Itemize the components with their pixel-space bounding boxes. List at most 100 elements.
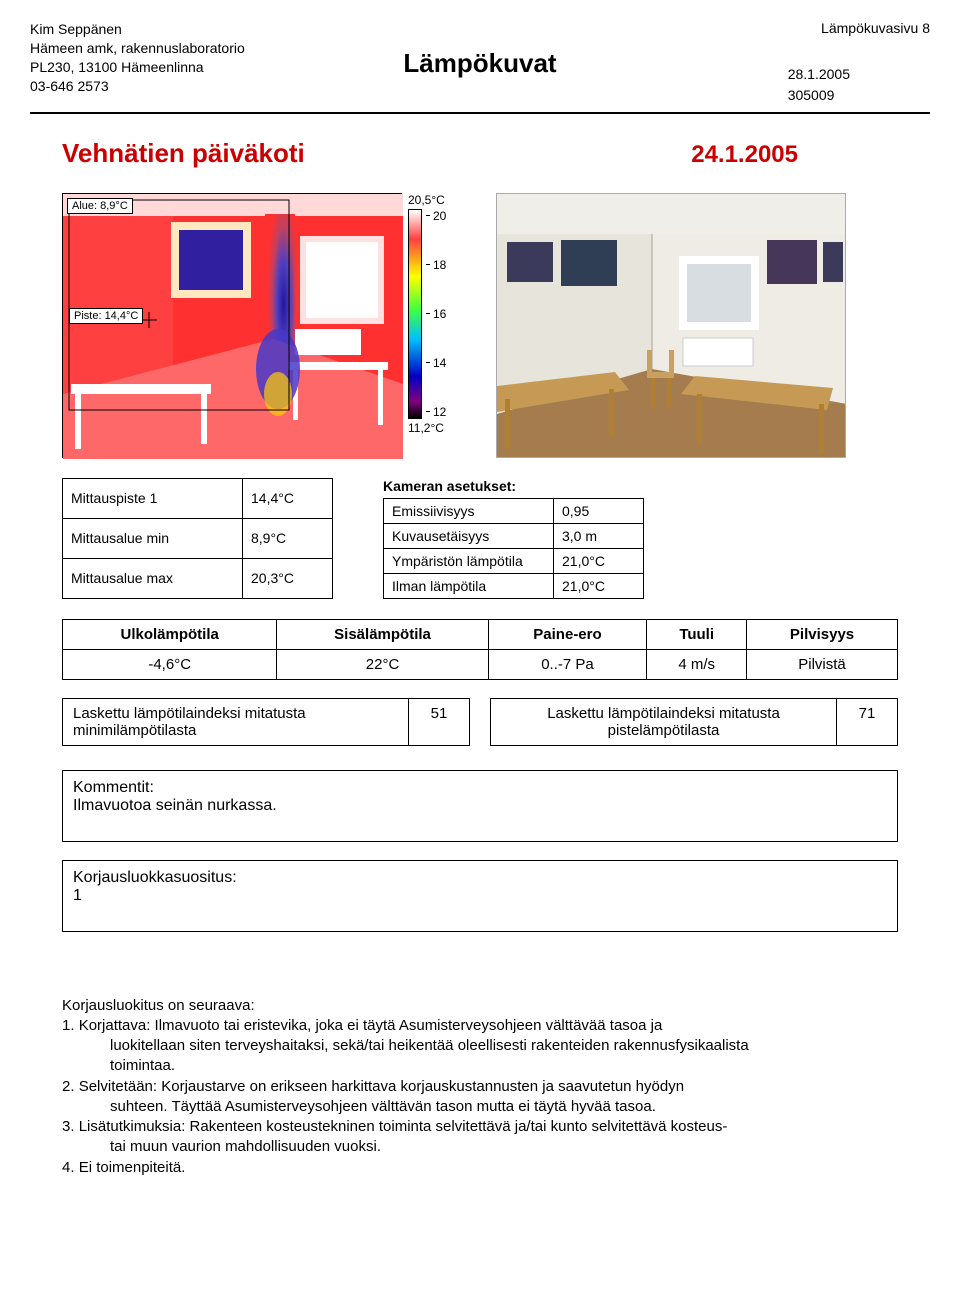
footer-item-lead: Lisätutkimuksia: Rakenteen kosteusteknin…	[79, 1118, 728, 1135]
header-id: 305009	[788, 85, 850, 106]
comments-text: Ilmavuotoa seinän nurkassa.	[73, 797, 887, 815]
footer-item-number: 3.	[62, 1118, 75, 1135]
scale-tick: 20	[426, 209, 446, 223]
report-header: Lämpökuvasivu 8 Kim Seppänen Hämeen amk,…	[30, 20, 930, 106]
thermal-image: Alue: 8,9°C Piste: 14,4°C	[62, 193, 402, 458]
comments-heading: Kommentit:	[73, 779, 887, 797]
cond-value: 4 m/s	[647, 649, 747, 679]
table-row: Ilman lämpötila21,0°C	[384, 573, 644, 598]
scale-tick: 18	[426, 258, 446, 272]
content: Vehnätien päiväkoti 24.1.2005	[30, 138, 930, 1178]
table-row: Kuvausetäisyys3,0 m	[384, 523, 644, 548]
scale-bar	[408, 209, 422, 419]
cond-header: Ulkolämpötila	[63, 619, 277, 649]
scale-tick: 16	[426, 307, 446, 321]
thermal-svg	[63, 194, 403, 459]
footer-item-number: 1.	[62, 1017, 75, 1034]
table-row: Mittausalue min8,9°C	[63, 518, 333, 558]
cam-value: 21,0°C	[554, 573, 644, 598]
cam-value: 0,95	[554, 498, 644, 523]
footer-item: 2. Selvitetään: Korjaustarve on erikseen…	[62, 1077, 898, 1118]
visible-light-image	[496, 193, 846, 458]
camera-block: Kameran asetukset: Emissiivisyys0,95 Kuv…	[383, 478, 644, 599]
cond-value: -4,6°C	[63, 649, 277, 679]
cam-label: Ilman lämpötila	[384, 573, 554, 598]
footer-item: 1. Korjattava: Ilmavuoto tai eristevika,…	[62, 1016, 898, 1077]
author-line: Kim Seppänen	[30, 20, 930, 39]
cond-value: 22°C	[277, 649, 488, 679]
comments-block: Kommentit: Ilmavuotoa seinän nurkassa.	[62, 770, 898, 842]
camera-heading: Kameran asetukset:	[383, 478, 644, 494]
class-rec-heading: Korjausluokkasuositus:	[73, 869, 887, 887]
index-label: Laskettu lämpötilaindeksi mitatusta mini…	[63, 699, 409, 745]
overlay-point-label: Piste: 14,4°C	[69, 308, 143, 324]
cond-value: Pilvistä	[747, 649, 898, 679]
table-row: Emissiivisyys0,95	[384, 498, 644, 523]
class-recommendation-block: Korjausluokkasuositus: 1	[62, 860, 898, 932]
footer-item-number: 4.	[62, 1159, 75, 1176]
cond-header: Tuuli	[647, 619, 747, 649]
cam-value: 21,0°C	[554, 548, 644, 573]
footer-item-lead: Korjattava: Ilmavuoto tai eristevika, jo…	[79, 1017, 663, 1034]
footer-item: 4. Ei toimenpiteitä.	[62, 1158, 898, 1178]
footer-item-cont: suhteen. Täyttää Asumisterveysohjeen väl…	[62, 1097, 898, 1117]
footer-item-cont: toimintaa.	[62, 1056, 898, 1076]
section-title-row: Vehnätien päiväkoti 24.1.2005	[62, 138, 898, 169]
index-row: Laskettu lämpötilaindeksi mitatusta mini…	[62, 698, 898, 746]
table-row: -4,6°C 22°C 0..-7 Pa 4 m/s Pilvistä	[63, 649, 898, 679]
color-scale: 20,5°C 20 18 16 14 12 11,2°C	[408, 193, 446, 435]
index-value: 71	[837, 699, 897, 745]
classification-footer: Korjausluokitus on seuraava: 1. Korjatta…	[62, 996, 898, 1178]
cond-header: Sisälämpötila	[277, 619, 488, 649]
camera-table: Emissiivisyys0,95 Kuvausetäisyys3,0 m Ym…	[383, 498, 644, 599]
cam-value: 3,0 m	[554, 523, 644, 548]
meas-label: Mittausalue max	[63, 558, 243, 598]
meas-value: 8,9°C	[243, 518, 333, 558]
header-date: 28.1.2005	[788, 64, 850, 85]
visible-svg	[497, 194, 846, 458]
table-row: Mittausalue max20,3°C	[63, 558, 333, 598]
thermal-block: Alue: 8,9°C Piste: 14,4°C 20,5°C 20 18 1…	[62, 193, 446, 458]
footer-item-number: 2.	[62, 1078, 75, 1095]
meas-value: 20,3°C	[243, 558, 333, 598]
footer-item-cont: luokitellaan siten terveyshaitaksi, sekä…	[62, 1036, 898, 1056]
header-right-block: 28.1.2005 305009	[788, 64, 850, 106]
conditions-table: Ulkolämpötila Sisälämpötila Paine-ero Tu…	[62, 619, 898, 680]
footer-item-lead: Selvitetään: Korjaustarve on erikseen ha…	[79, 1078, 684, 1095]
index-box-min: Laskettu lämpötilaindeksi mitatusta mini…	[62, 698, 470, 746]
report-title: Lämpökuvat	[403, 48, 556, 79]
cam-label: Emissiivisyys	[384, 498, 554, 523]
cond-value: 0..-7 Pa	[488, 649, 647, 679]
section-title: Vehnätien päiväkoti	[62, 138, 305, 169]
page-number: Lämpökuvasivu 8	[821, 20, 930, 36]
table-row: Mittauspiste 114,4°C	[63, 478, 333, 518]
footer-heading: Korjausluokitus on seuraava:	[62, 996, 898, 1016]
scale-min: 11,2°C	[408, 421, 446, 435]
class-rec-value: 1	[73, 887, 887, 905]
table-row: Ympäristön lämpötila21,0°C	[384, 548, 644, 573]
index-label: Laskettu lämpötilaindeksi mitatusta pist…	[491, 699, 837, 745]
footer-item: 3. Lisätutkimuksia: Rakenteen kosteustek…	[62, 1117, 898, 1158]
scale-tick: 12	[426, 405, 446, 419]
scale-ticks: 20 18 16 14 12	[426, 209, 446, 419]
measurement-table: Mittauspiste 114,4°C Mittausalue min8,9°…	[62, 478, 333, 599]
header-rule	[30, 112, 930, 114]
cam-label: Kuvausetäisyys	[384, 523, 554, 548]
table-row: Ulkolämpötila Sisälämpötila Paine-ero Tu…	[63, 619, 898, 649]
tables-row: Mittauspiste 114,4°C Mittausalue min8,9°…	[62, 478, 898, 599]
overlay-area-label: Alue: 8,9°C	[67, 198, 133, 214]
cam-label: Ympäristön lämpötila	[384, 548, 554, 573]
index-box-point: Laskettu lämpötilaindeksi mitatusta pist…	[490, 698, 898, 746]
footer-item-lead: Ei toimenpiteitä.	[79, 1159, 186, 1176]
index-value: 51	[409, 699, 469, 745]
scale-max: 20,5°C	[408, 193, 446, 207]
meas-label: Mittauspiste 1	[63, 478, 243, 518]
cond-header: Paine-ero	[488, 619, 647, 649]
cond-header: Pilvisyys	[747, 619, 898, 649]
meas-label: Mittausalue min	[63, 518, 243, 558]
scale-tick: 14	[426, 356, 446, 370]
footer-item-cont: tai muun vaurion mahdollisuuden vuoksi.	[62, 1137, 898, 1157]
images-row: Alue: 8,9°C Piste: 14,4°C 20,5°C 20 18 1…	[62, 193, 898, 458]
section-date: 24.1.2005	[691, 141, 798, 169]
meas-value: 14,4°C	[243, 478, 333, 518]
